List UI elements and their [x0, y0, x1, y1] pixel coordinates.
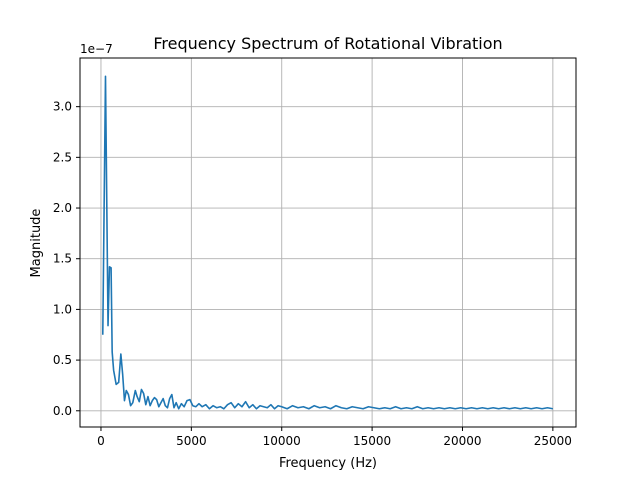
y-tick-label: 3.0 — [53, 100, 72, 114]
x-axis-label: Frequency (Hz) — [279, 456, 377, 471]
y-axis-label: Magnitude — [29, 209, 44, 278]
y-tick-label: 0.5 — [53, 353, 72, 367]
y-offset-label: 1e−7 — [80, 42, 113, 56]
x-tick-label: 10000 — [263, 434, 301, 448]
y-tick-label: 0.0 — [53, 404, 72, 418]
y-axis-ticks: 0.0 0.5 1.0 1.5 2.0 2.5 3.0 — [53, 100, 80, 418]
x-axis-ticks: 0 5000 10000 15000 20000 25000 — [97, 427, 572, 448]
x-tick-label: 25000 — [534, 434, 572, 448]
x-tick-label: 0 — [97, 434, 105, 448]
x-tick-label: 5000 — [176, 434, 207, 448]
series-layer — [101, 75, 554, 410]
chart-title: Frequency Spectrum of Rotational Vibrati… — [153, 34, 502, 53]
y-tick-label: 2.5 — [53, 150, 72, 164]
y-tick-label: 1.0 — [53, 302, 72, 316]
plot-area-frame — [79, 57, 577, 428]
grid-lines — [80, 58, 576, 427]
y-tick-label: 2.0 — [53, 201, 72, 215]
y-tick-label: 1.5 — [53, 252, 72, 266]
x-tick-label: 15000 — [353, 434, 391, 448]
spectrum-line — [101, 75, 554, 410]
x-tick-label: 20000 — [443, 434, 481, 448]
